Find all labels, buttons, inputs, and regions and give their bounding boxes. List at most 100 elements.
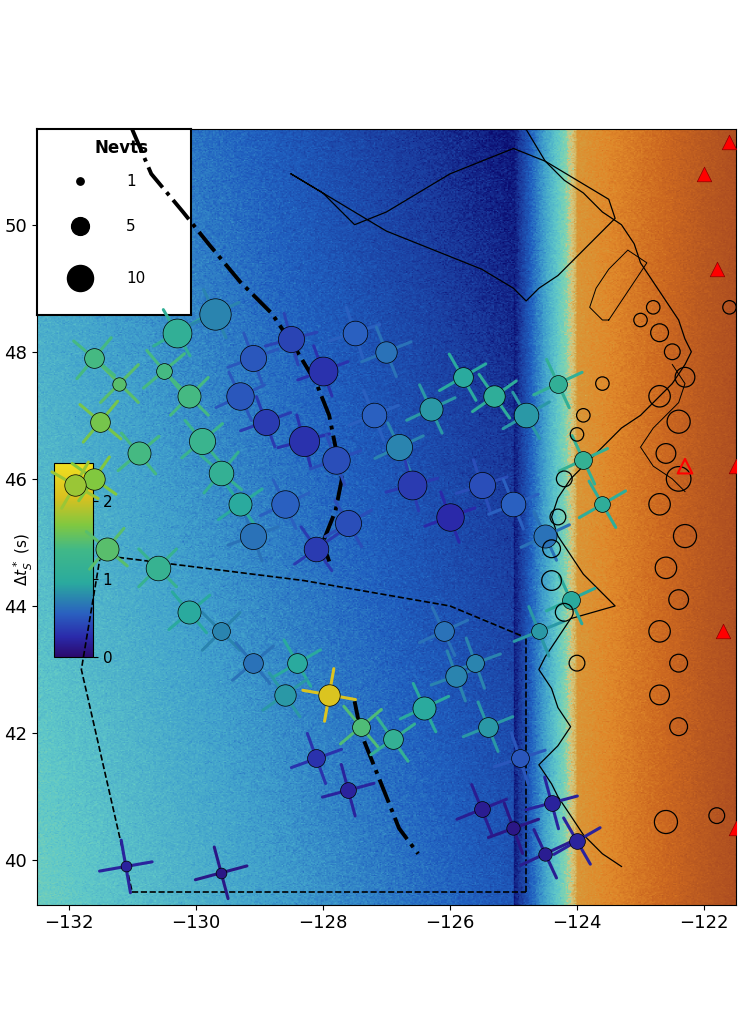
Point	[444, 509, 456, 525]
Point	[279, 687, 291, 703]
Point	[711, 261, 723, 277]
Point	[419, 699, 431, 716]
Point	[476, 801, 488, 818]
Point	[355, 719, 367, 735]
Point	[247, 655, 259, 671]
Point	[247, 349, 259, 366]
Point	[297, 432, 309, 449]
Point	[215, 464, 227, 481]
Point	[539, 527, 551, 544]
Point	[559, 604, 571, 620]
Point	[653, 325, 665, 341]
Point	[730, 458, 740, 475]
Point	[533, 624, 545, 640]
Point	[508, 496, 519, 513]
Point	[311, 751, 323, 767]
Point	[577, 407, 589, 424]
Point	[317, 363, 329, 379]
Point	[88, 470, 100, 487]
Point	[717, 624, 729, 640]
Point	[488, 388, 500, 404]
Point	[545, 795, 557, 812]
Point	[539, 846, 551, 862]
Point	[349, 325, 360, 341]
Point	[673, 655, 684, 671]
Point	[437, 624, 449, 640]
Point	[215, 624, 227, 640]
Point	[673, 470, 684, 487]
Point	[469, 655, 481, 671]
Point	[660, 559, 672, 576]
Point	[514, 751, 525, 767]
Point	[724, 133, 736, 150]
Point	[711, 808, 723, 824]
Point	[679, 527, 691, 544]
Point	[152, 559, 164, 576]
Point	[653, 687, 665, 703]
Point	[184, 388, 195, 404]
Point	[565, 591, 576, 608]
Point	[571, 655, 583, 671]
Point	[545, 572, 557, 588]
Point	[406, 477, 417, 493]
Point	[653, 388, 665, 404]
Point	[679, 458, 691, 475]
Point	[673, 414, 684, 430]
Point	[648, 299, 659, 315]
Point	[724, 299, 736, 315]
Point	[171, 325, 183, 341]
Point	[380, 343, 392, 360]
Point	[69, 477, 81, 493]
Point	[679, 369, 691, 386]
Point	[329, 452, 341, 468]
Point	[653, 624, 665, 640]
Point	[368, 407, 380, 424]
Point	[545, 541, 557, 557]
Point	[343, 782, 354, 798]
Point	[158, 363, 170, 379]
Point	[698, 165, 710, 182]
Point	[730, 820, 740, 837]
Point	[311, 541, 323, 557]
Point	[660, 446, 672, 462]
Point	[476, 477, 488, 493]
Point	[292, 655, 303, 671]
Point	[596, 375, 608, 392]
Point	[247, 527, 259, 544]
Point	[215, 864, 227, 881]
Point	[184, 604, 195, 620]
Point	[520, 407, 532, 424]
Point	[95, 414, 107, 430]
Point	[113, 375, 125, 392]
Point	[132, 446, 144, 462]
Point	[571, 426, 583, 443]
Point	[209, 305, 221, 322]
Point	[673, 719, 684, 735]
Point	[457, 369, 468, 386]
Point	[393, 438, 405, 455]
Point	[196, 432, 208, 449]
Point	[552, 509, 564, 525]
Point	[577, 452, 589, 468]
Point	[653, 496, 665, 513]
Point	[387, 731, 399, 748]
Point	[285, 331, 297, 347]
Point	[323, 687, 335, 703]
Point	[235, 496, 246, 513]
Point	[101, 541, 112, 557]
Point	[571, 832, 583, 849]
Point	[120, 858, 132, 875]
Point	[88, 349, 100, 366]
Point	[596, 496, 608, 513]
Point	[673, 591, 684, 608]
Point	[482, 719, 494, 735]
Point	[235, 388, 246, 404]
Point	[451, 668, 462, 685]
Point	[559, 470, 571, 487]
Point	[660, 814, 672, 830]
Point	[425, 401, 437, 418]
Point	[343, 515, 354, 531]
Point	[279, 496, 291, 513]
Point	[508, 820, 519, 837]
Point	[260, 414, 272, 430]
